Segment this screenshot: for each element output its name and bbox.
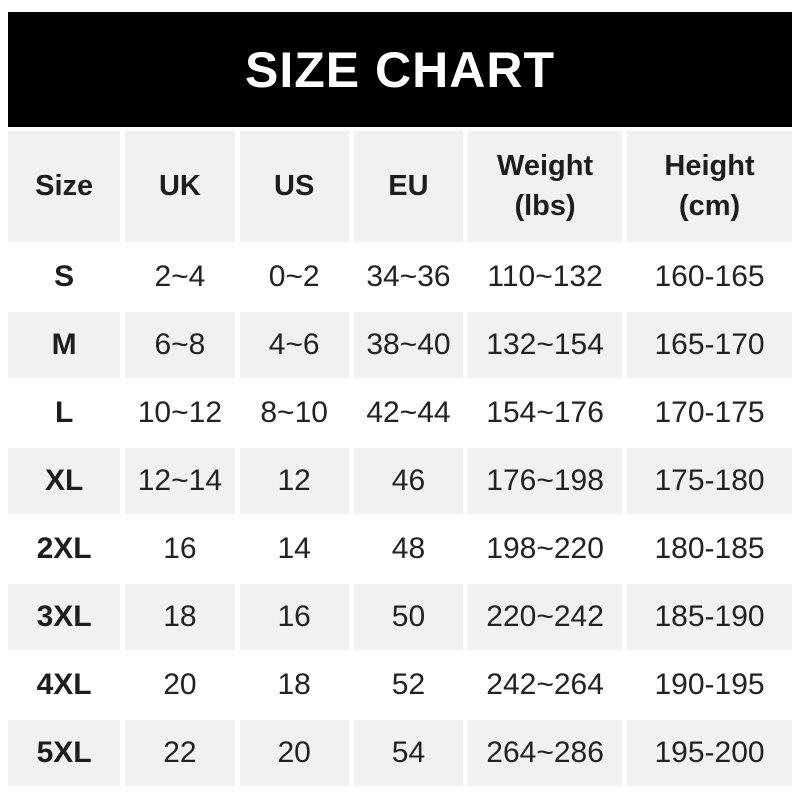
table-cell: 22: [125, 720, 235, 786]
column-header-label: US: [274, 169, 315, 202]
table-cell: 180-185: [627, 516, 792, 582]
column-header-height: Height (cm): [627, 131, 792, 242]
column-header-label: EU: [388, 169, 429, 202]
table-cell: 242~264: [468, 652, 623, 718]
column-header-size: Size: [8, 131, 121, 242]
table-cell: 52: [353, 652, 464, 718]
table-cell: 4~6: [239, 312, 349, 378]
size-cell: XL: [8, 448, 121, 514]
table-cell: 20: [125, 652, 235, 718]
table-cell: 18: [239, 652, 349, 718]
table-cell: 220~242: [468, 584, 623, 650]
table-cell: 165-170: [627, 312, 792, 378]
size-cell: S: [8, 244, 121, 310]
size-cell: L: [8, 380, 121, 446]
size-cell: M: [8, 312, 121, 378]
table-cell: 8~10: [239, 380, 349, 446]
size-cell: 4XL: [8, 652, 121, 718]
table-cell: 46: [353, 448, 464, 514]
table-cell: 18: [125, 584, 235, 650]
table-cell: 175-180: [627, 448, 792, 514]
table-cell: 170-175: [627, 380, 792, 446]
table-cell: 160-165: [627, 244, 792, 310]
table-cell: 264~286: [468, 720, 623, 786]
banner-title: SIZE CHART: [245, 41, 555, 98]
column-header-eu: EU: [353, 131, 464, 242]
size-cell: 3XL: [8, 584, 121, 650]
table-cell: 190-195: [627, 652, 792, 718]
table-cell: 176~198: [468, 448, 623, 514]
size-cell: 5XL: [8, 720, 121, 786]
table-cell: 54: [353, 720, 464, 786]
table-cell: 6~8: [125, 312, 235, 378]
column-header-uk: UK: [125, 131, 235, 242]
table-cell: 12~14: [125, 448, 235, 514]
table-cell: 14: [239, 516, 349, 582]
column-header-label: UK: [158, 169, 201, 202]
table-cell: 16: [125, 516, 235, 582]
table-cell: 110~132: [468, 244, 623, 310]
column-header-label: Height: [664, 150, 755, 183]
table-cell: 20: [239, 720, 349, 786]
table-cell: 0~2: [239, 244, 349, 310]
table-cell: 38~40: [353, 312, 464, 378]
column-header-label: Weight: [497, 150, 594, 183]
table-cell: 132~154: [468, 312, 623, 378]
column-header-weight: Weight (lbs): [468, 131, 623, 242]
column-header-sublabel: (cm): [678, 189, 741, 222]
size-cell: 2XL: [8, 516, 121, 582]
column-header-label: Size: [35, 169, 94, 202]
column-header-sublabel: (lbs): [514, 189, 576, 222]
table-cell: 16: [239, 584, 349, 650]
banner: SIZE CHART: [8, 12, 792, 127]
table-cell: 195-200: [627, 720, 792, 786]
column-header-us: US: [239, 131, 349, 242]
table-cell: 42~44: [353, 380, 464, 446]
table-cell: 10~12: [125, 380, 235, 446]
table-cell: 34~36: [353, 244, 464, 310]
table-cell: 154~176: [468, 380, 623, 446]
table-cell: 2~4: [125, 244, 235, 310]
table-cell: 198~220: [468, 516, 623, 582]
table-cell: 185-190: [627, 584, 792, 650]
table-cell: 50: [353, 584, 464, 650]
size-table: Size UK US EU Weight (lbs) Height (cm) S…: [8, 131, 792, 786]
table-cell: 48: [353, 516, 464, 582]
table-cell: 12: [239, 448, 349, 514]
